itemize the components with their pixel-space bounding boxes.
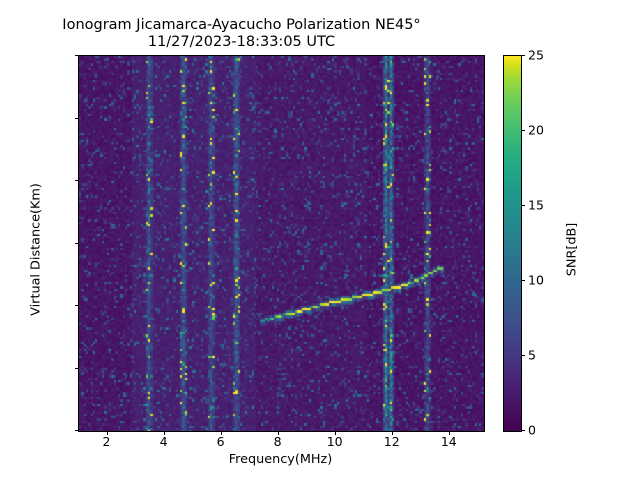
x-tick-mark — [391, 431, 393, 435]
x-tick-label: 8 — [273, 434, 282, 449]
colorbar-tick-label: 15 — [528, 197, 544, 213]
x-tick-mark — [220, 431, 222, 435]
y-axis-label: Virtual Distance(Km) — [28, 183, 44, 316]
ionogram-echo-trace — [79, 56, 484, 431]
colorbar-gradient — [503, 55, 522, 432]
y-tick-mark — [74, 305, 78, 306]
y-tick-mark — [74, 55, 78, 56]
colorbar-tick-label: 20 — [528, 122, 544, 138]
x-tick-label: 4 — [159, 434, 168, 449]
x-tick-mark — [106, 431, 108, 435]
y-tick-mark — [74, 430, 78, 431]
x-tick-label: 12 — [383, 434, 400, 449]
colorbar-label: SNR[dB] — [564, 222, 580, 277]
colorbar-tick-label: 25 — [528, 47, 544, 63]
page-title: Ionogram Jicamarca-Ayacucho Polarization… — [62, 17, 421, 50]
y-tick-mark — [74, 367, 78, 369]
colorbar-tick-mark — [521, 430, 525, 431]
colorbar-tick-label: 0 — [528, 422, 536, 438]
y-tick-mark — [74, 180, 78, 181]
x-tick-mark — [163, 431, 165, 435]
x-tick-label: 10 — [326, 434, 343, 449]
x-tick-label: 6 — [216, 434, 225, 449]
colorbar-tick-label: 5 — [528, 347, 536, 363]
colorbar-tick-mark — [521, 205, 525, 206]
y-tick-mark — [74, 117, 78, 119]
x-tick-label: 2 — [102, 434, 111, 449]
colorbar-tick-mark — [521, 130, 525, 131]
x-tick-label: 14 — [440, 434, 457, 449]
colorbar-tick-label: 10 — [528, 272, 544, 288]
x-tick-mark — [334, 431, 336, 435]
x-tick-mark — [277, 431, 279, 435]
x-tick-mark — [448, 431, 450, 435]
colorbar-tick-mark — [521, 280, 525, 281]
colorbar-tick-mark — [521, 355, 525, 356]
ionogram-plot-area — [78, 55, 485, 432]
x-axis-label: Frequency(MHz) — [228, 452, 333, 467]
colorbar-tick-mark — [521, 55, 525, 56]
y-tick-mark — [74, 242, 78, 244]
